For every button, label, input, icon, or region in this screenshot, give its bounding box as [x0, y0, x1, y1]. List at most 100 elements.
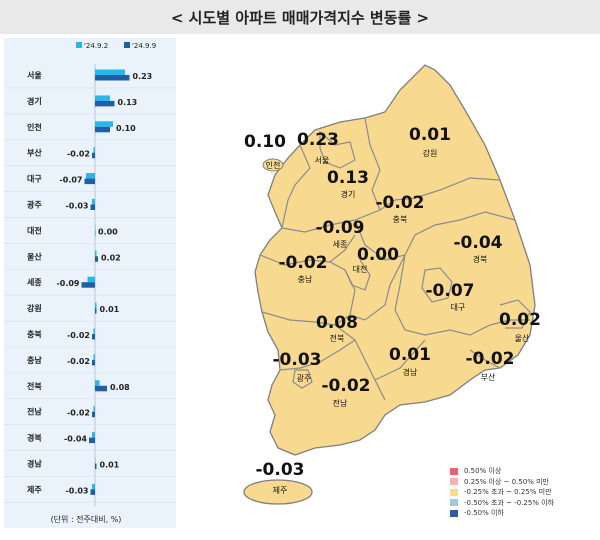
map-value-label: -0.02	[466, 349, 515, 369]
jeju-shape	[243, 479, 313, 505]
map-region-label: 경기	[341, 189, 356, 199]
category-label: 울산	[27, 251, 42, 261]
category-label: 대전	[27, 225, 42, 235]
map-value-label: -0.02	[322, 376, 371, 396]
series-legend-swatch	[76, 42, 82, 48]
category-label: 부산	[27, 148, 42, 158]
bar	[92, 199, 95, 205]
legend-label: -0.25% 초과 ~ 0.25% 미만	[464, 488, 552, 497]
bar	[90, 204, 95, 210]
category-label: 충북	[27, 329, 42, 339]
map-region-label: 충북	[393, 215, 408, 224]
legend-item: 0.50% 이상	[450, 466, 600, 477]
map-shapes	[243, 64, 536, 505]
map-value-label: 0.08	[316, 313, 358, 333]
map-value-label: -0.02	[279, 253, 328, 273]
map-value-label: -0.03	[273, 350, 322, 370]
value-label: 0.23	[133, 72, 153, 81]
bar	[93, 328, 95, 334]
bar	[86, 173, 95, 179]
bar	[87, 276, 95, 283]
map-region-label: 광주	[297, 373, 312, 383]
map-region-label: 세종	[333, 240, 348, 249]
category-label: 전남	[27, 407, 42, 417]
bar	[84, 178, 95, 185]
bar-chart: '24.9.2 '24.9.9 서울 0.23 경기 0.13 인천 0.10 부산 -0.02 대…	[4, 38, 176, 528]
map-region-label: 제주	[273, 486, 288, 495]
legend-item: -0.50% 이하	[450, 508, 600, 519]
unit-note: (단위 : 전주대비, %)	[51, 514, 122, 524]
legend-swatch-3	[450, 499, 458, 507]
bar	[95, 121, 113, 127]
bar	[93, 147, 95, 153]
value-label: -0.02	[67, 357, 90, 366]
map-region-label: 충남	[298, 275, 313, 284]
map-region-label: 서울	[315, 156, 330, 165]
bar	[95, 75, 130, 81]
bar	[95, 308, 97, 314]
bar	[89, 437, 95, 444]
map-region-label: 부산	[481, 372, 496, 382]
bar	[92, 432, 95, 438]
map-region-label: 강원	[423, 148, 438, 158]
map-region-label: 경북	[473, 254, 488, 264]
value-label: -0.09	[56, 279, 79, 288]
map-value-label: 0.00	[357, 245, 399, 265]
value-label: 0.10	[116, 124, 136, 133]
legend-item: 0.25% 이상 ~ 0.50% 미만	[450, 477, 600, 488]
series-legend-swatch	[124, 42, 130, 48]
bar	[95, 256, 98, 262]
category-label: 경북	[27, 433, 42, 443]
bar	[95, 100, 115, 107]
map-value-label: -0.07	[426, 281, 475, 301]
map-region-label: 전북	[330, 333, 345, 343]
category-label: 경남	[27, 459, 42, 469]
map-region-label: 전남	[333, 398, 348, 408]
value-label: -0.03	[65, 202, 88, 211]
legend-swatch-1	[450, 478, 458, 486]
category-label: 제주	[27, 484, 42, 494]
series-legend-label: '24.9.9	[132, 42, 156, 50]
bar	[95, 463, 97, 469]
legend-label: -0.50% 이하	[464, 509, 504, 518]
bar-chart-svg: '24.9.2 '24.9.9 서울 0.23 경기 0.13 인천 0.10 부산 -0.02 대…	[4, 38, 176, 528]
map-value-label: 0.10	[244, 132, 286, 152]
province-borders	[259, 117, 531, 401]
bar	[95, 302, 97, 309]
bar	[93, 406, 95, 412]
value-label: 0.02	[101, 253, 121, 262]
map-region-label: 울산	[515, 333, 530, 343]
bar	[92, 334, 95, 340]
category-label: 세종	[27, 277, 42, 287]
value-label: -0.07	[59, 176, 82, 185]
map-value-label: -0.09	[316, 218, 365, 238]
incheon-island-shape	[262, 158, 284, 172]
map-value-label: -0.02	[376, 193, 425, 213]
bar	[95, 69, 125, 75]
map-region-label: 인천	[266, 160, 281, 170]
value-label: 0.13	[118, 98, 138, 107]
map-value-label: -0.04	[454, 233, 503, 253]
category-label: 광주	[27, 200, 42, 210]
category-label: 서울	[27, 70, 42, 80]
map-region-label: 경남	[403, 367, 418, 377]
bar	[92, 483, 95, 490]
bar	[95, 250, 97, 257]
bar	[81, 282, 95, 288]
bar	[92, 152, 95, 159]
value-label: 0.08	[110, 383, 130, 392]
map-value-label: 0.02	[499, 310, 541, 330]
value-label: 0.00	[98, 227, 118, 236]
value-label: -0.03	[65, 486, 88, 495]
category-label: 충남	[27, 355, 42, 365]
legend-swatch-4	[450, 509, 458, 517]
bar	[92, 411, 95, 418]
category-label: 대구	[27, 174, 42, 184]
legend-item: -0.50% 초과 ~ -0.25% 이하	[450, 498, 600, 509]
category-label: 경기	[27, 96, 42, 106]
map-region-label: 대전	[353, 264, 368, 274]
legend-label: 0.25% 이상 ~ 0.50% 미만	[464, 477, 550, 486]
bar	[95, 380, 100, 386]
category-label: 인천	[27, 122, 42, 132]
bar	[93, 354, 95, 360]
